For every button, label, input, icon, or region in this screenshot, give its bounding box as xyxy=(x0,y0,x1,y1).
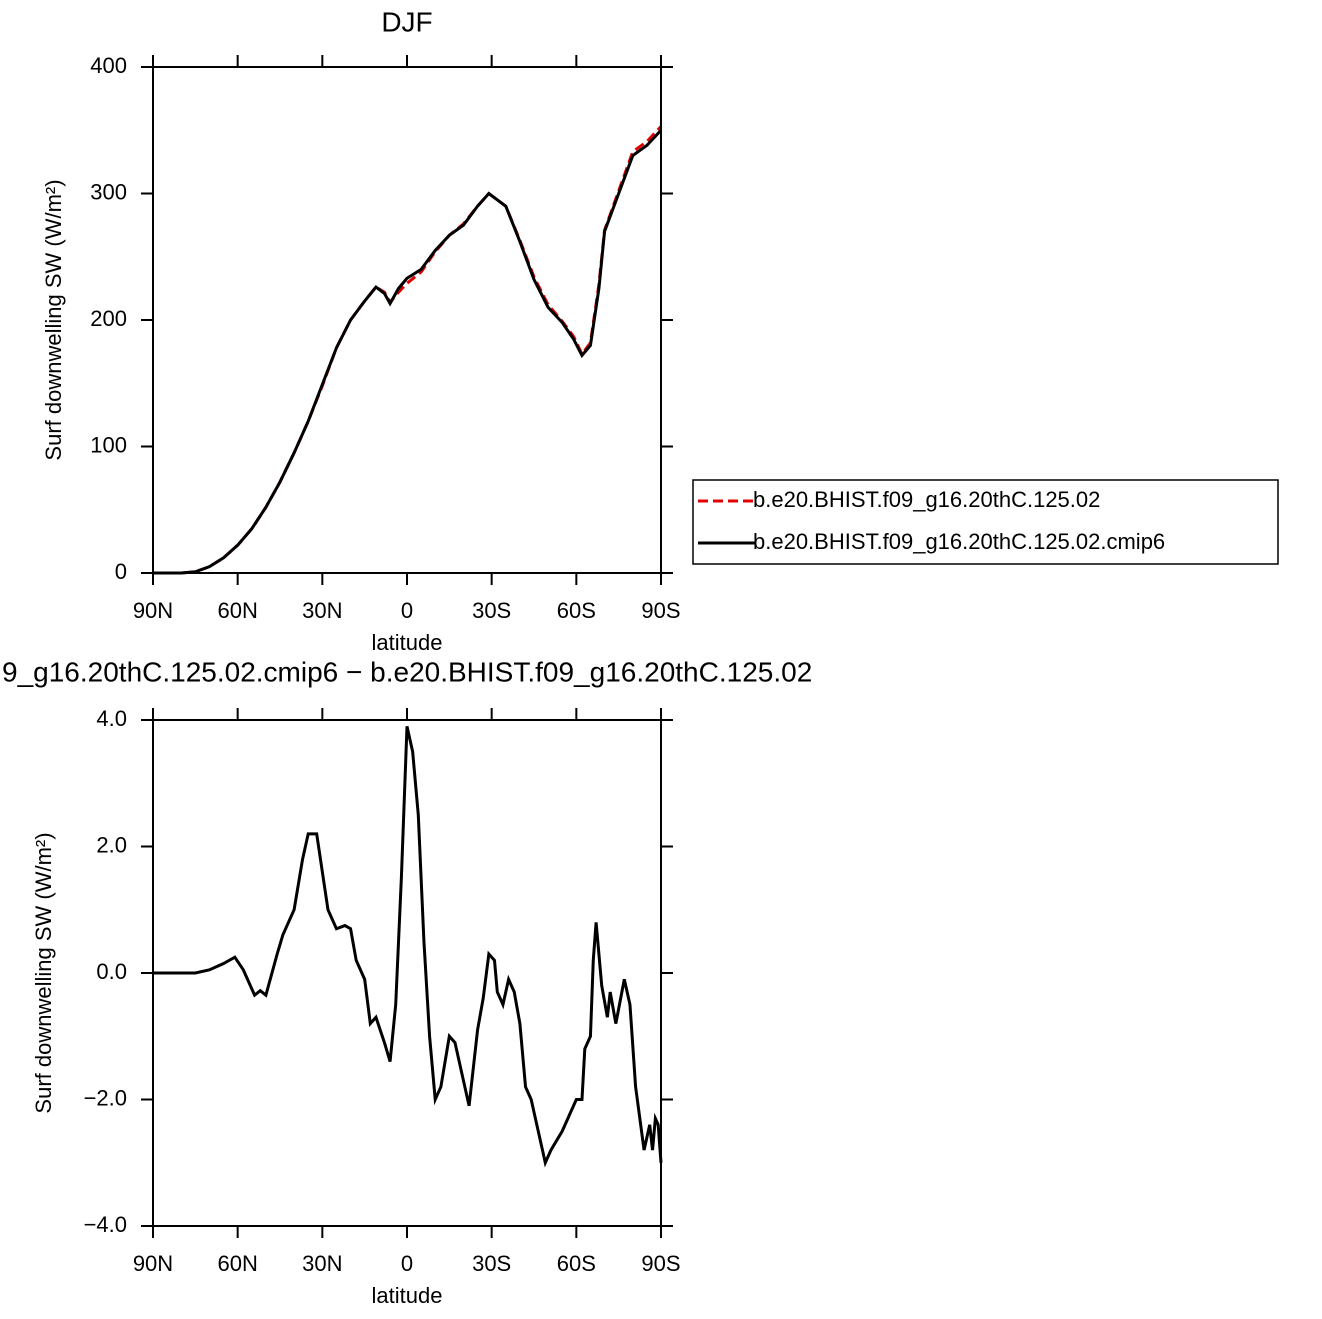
y-tick-label: 100 xyxy=(90,432,127,457)
y-tick-label: 0.0 xyxy=(96,959,127,984)
y-axis-label: Surf downwelling SW (W/m²) xyxy=(41,179,66,460)
x-tick-label: 30N xyxy=(302,598,342,623)
x-tick-label: 90N xyxy=(133,598,173,623)
y-tick-label: −4.0 xyxy=(84,1212,127,1237)
plot-frame xyxy=(152,66,662,574)
y-tick-label: 4.0 xyxy=(96,706,127,731)
series-line xyxy=(153,726,663,1168)
x-axis-label: latitude xyxy=(372,1283,443,1308)
x-tick-label: 60N xyxy=(217,1251,257,1276)
y-tick-label: −2.0 xyxy=(84,1085,127,1110)
x-tick-label: 30S xyxy=(472,1251,511,1276)
legend-box xyxy=(692,479,1279,565)
x-tick-label: 90S xyxy=(641,1251,680,1276)
y-tick-label: 200 xyxy=(90,306,127,331)
x-tick-label: 30S xyxy=(472,598,511,623)
x-tick-label: 60S xyxy=(557,1251,596,1276)
legend-label: b.e20.BHIST.f09_g16.20thC.125.02 xyxy=(753,487,1100,512)
x-tick-label: 60S xyxy=(557,598,596,623)
chart-title: DJF xyxy=(381,6,432,37)
x-tick-label: 0 xyxy=(401,1251,413,1276)
y-tick-label: 2.0 xyxy=(96,832,127,857)
x-tick-label: 90N xyxy=(133,1251,173,1276)
legend-label: b.e20.BHIST.f09_g16.20thC.125.02.cmip6 xyxy=(753,529,1165,554)
x-tick-label: 30N xyxy=(302,1251,342,1276)
y-tick-label: 300 xyxy=(90,179,127,204)
x-tick-label: 60N xyxy=(217,598,257,623)
chart-title: 9_g16.20thC.125.02.cmip6 − b.e20.BHIST.f… xyxy=(2,656,812,687)
y-axis-label: Surf downwelling SW (W/m²) xyxy=(31,832,56,1113)
x-axis-label: latitude xyxy=(372,630,443,655)
x-tick-label: 90S xyxy=(641,598,680,623)
y-tick-label: 0 xyxy=(115,559,127,584)
plot-frame xyxy=(152,719,662,1227)
y-tick-label: 400 xyxy=(90,53,127,78)
x-tick-label: 0 xyxy=(401,598,413,623)
series-line xyxy=(153,129,663,575)
